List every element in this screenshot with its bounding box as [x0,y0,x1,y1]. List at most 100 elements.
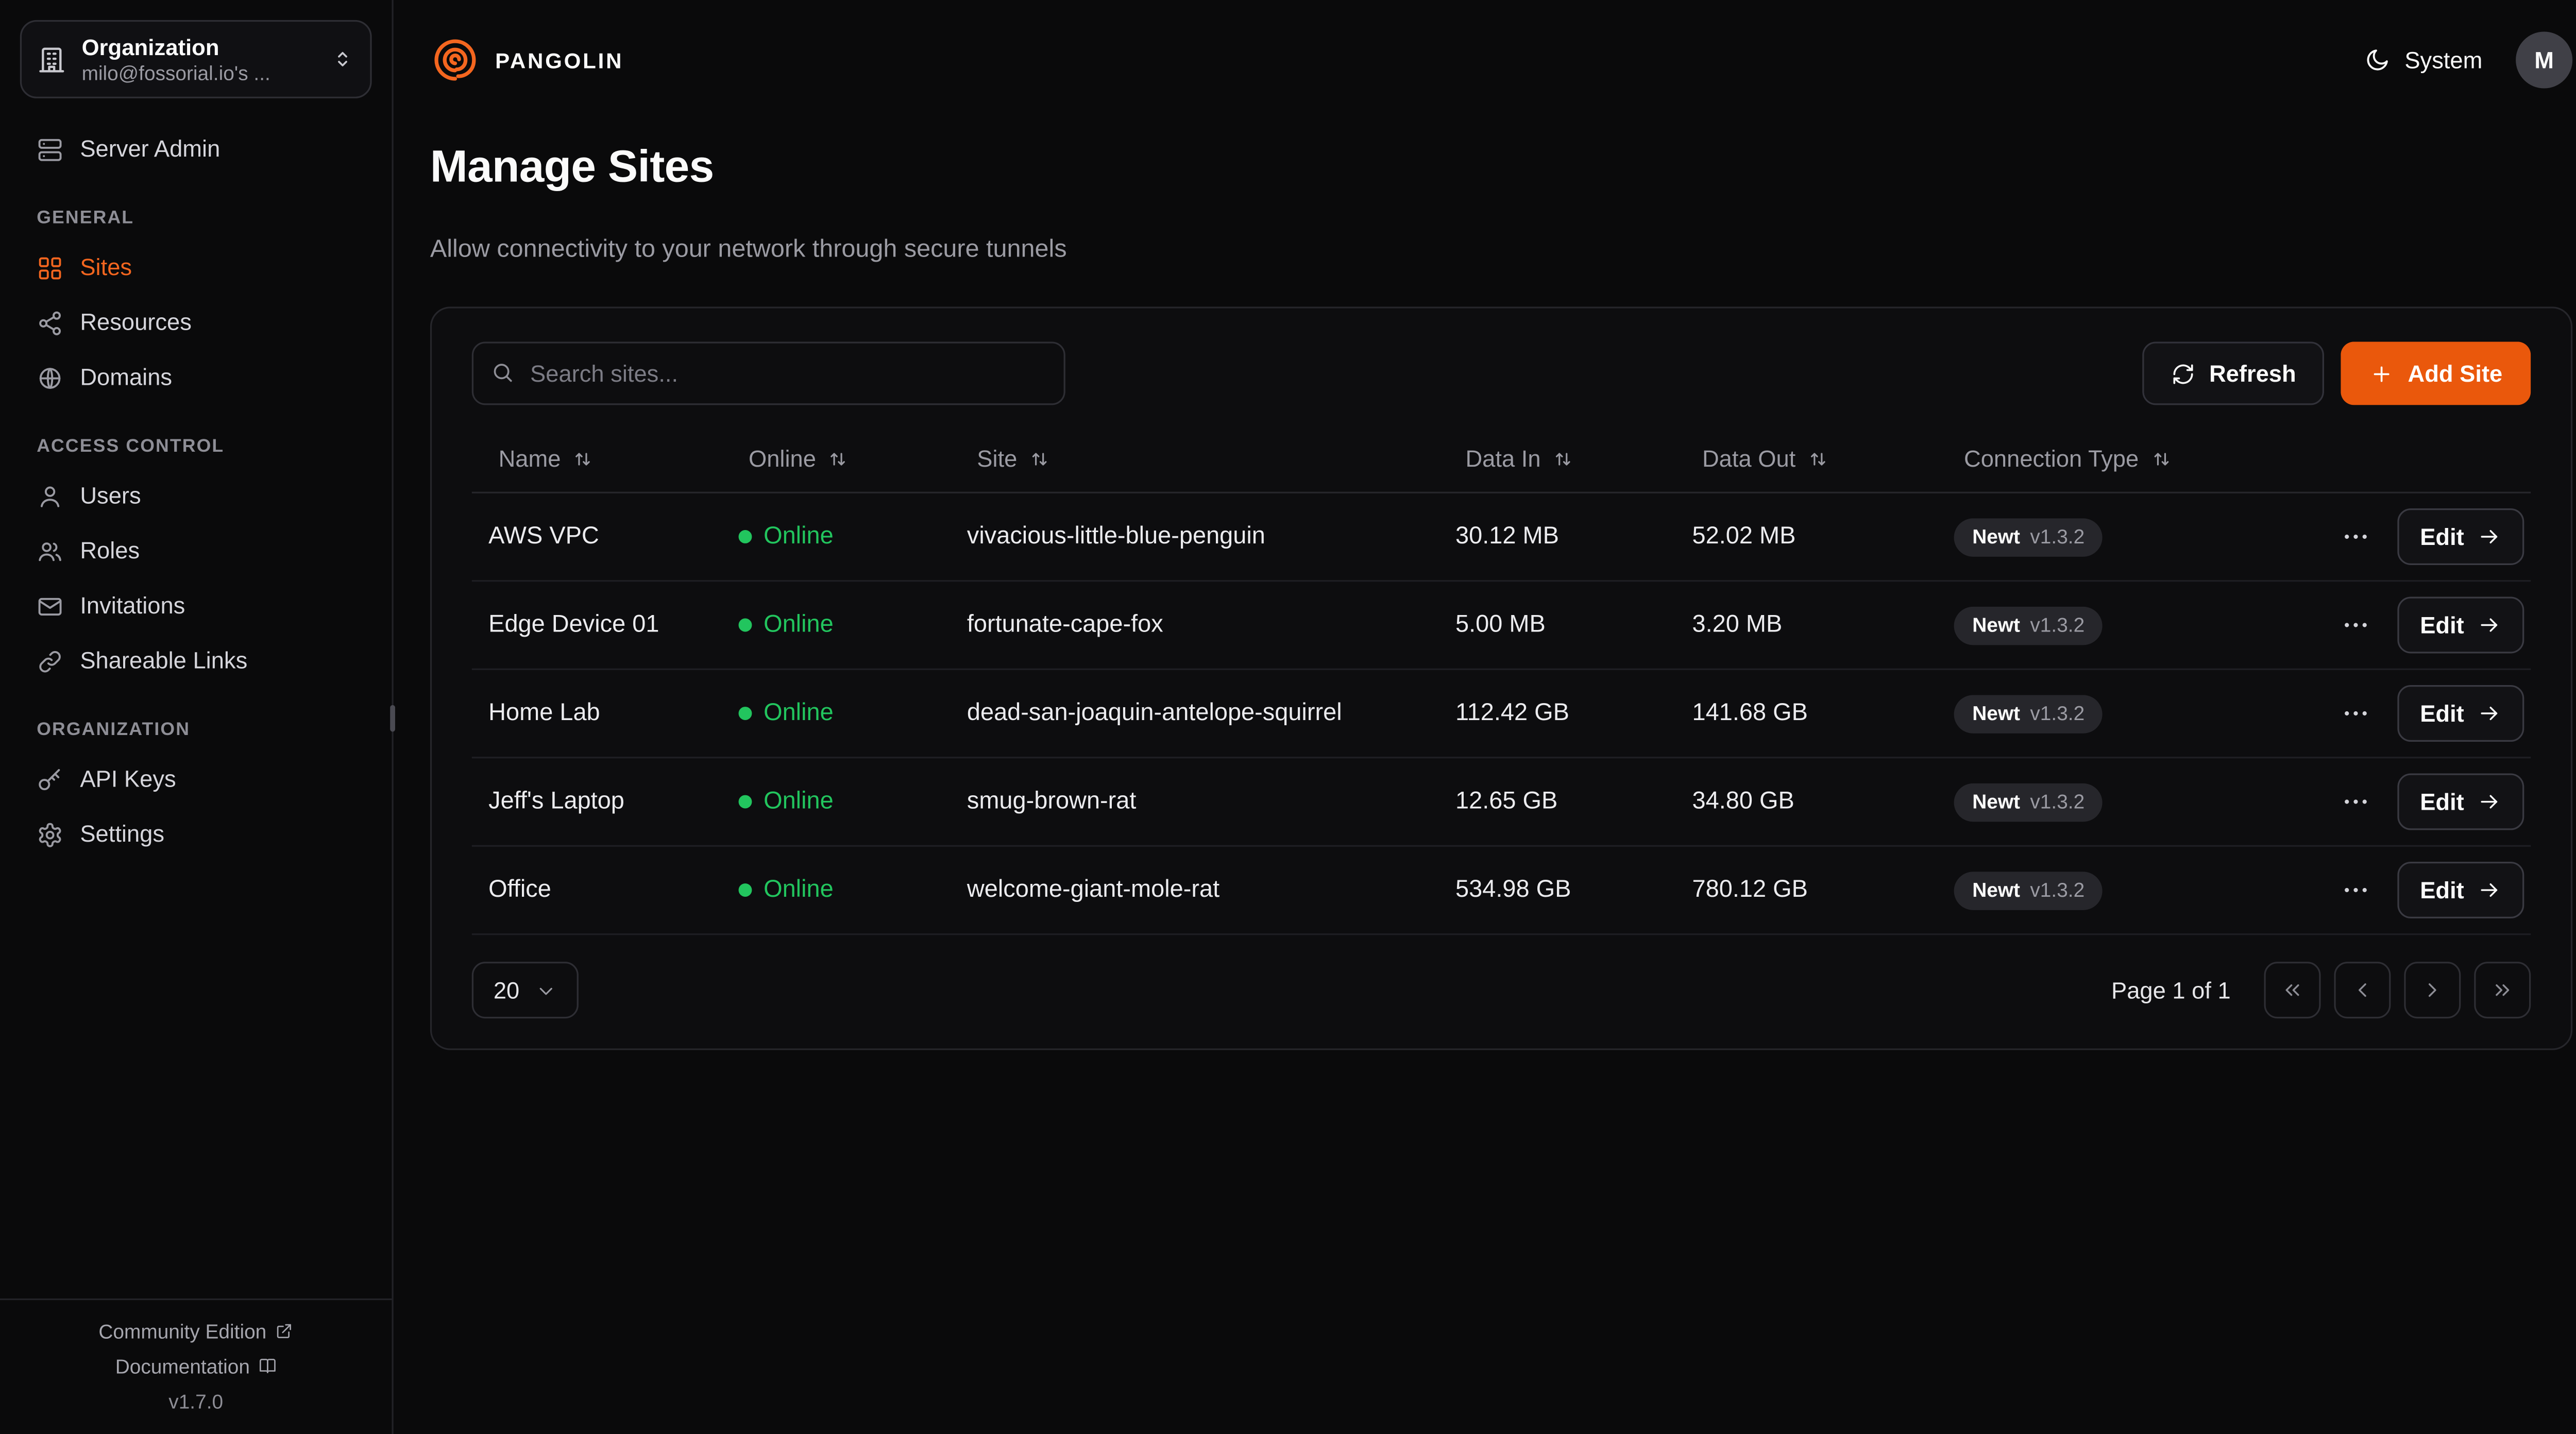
table-row: AWS VPC Online vivacious-little-blue-pen… [471,493,2531,582]
sort-icon [1032,452,1047,465]
connection-type-badge: Newt v1.3.2 [1954,782,2103,821]
refresh-button[interactable]: Refresh [2142,342,2325,405]
site-connection-type: Newt v1.3.2 [1937,871,2314,910]
edit-button[interactable]: Edit [2396,773,2524,830]
site-data-in: 5.00 MB [1455,611,1546,639]
arrow-right-icon [2481,795,2498,809]
edit-button[interactable]: Edit [2396,862,2524,919]
org-picker-title: Organization [81,35,219,60]
sidebar-resize-handle[interactable] [390,705,395,732]
sidebar-section-organization: ORGANIZATION [37,720,191,740]
add-site-label: Add Site [2408,360,2503,387]
site-status: Online [722,612,950,639]
row-menu-button[interactable] [2338,517,2372,557]
sidebar-item-sites[interactable]: Sites [27,240,365,295]
table-header: Name Online Site Data In Data Out [471,429,2531,494]
last-page-button[interactable] [2474,962,2531,1019]
site-data-in: 534.98 GB [1455,877,1571,904]
row-menu-button[interactable] [2338,605,2372,645]
toolbar-actions: Refresh Add Site [2142,342,2531,405]
sidebar-item-resources[interactable]: Resources [27,295,365,350]
arrow-right-icon [2481,707,2498,721]
table-row: Jeff's Laptop Online smug-brown-rat 12.6… [471,759,2531,847]
edit-button[interactable]: Edit [2396,596,2524,654]
page-info: Page 1 of 1 [2111,977,2231,1004]
table-row: Edge Device 01 Online fortunate-cape-fox… [471,582,2531,671]
sidebar-item-settings[interactable]: Settings [27,807,365,862]
site-slug: dead-san-joaquin-antelope-squirrel [967,700,1342,727]
site-name: AWS VPC [488,523,599,551]
ellipsis-icon [2344,711,2366,716]
site-connection-type: Newt v1.3.2 [1937,782,2314,821]
row-menu-button[interactable] [2338,870,2372,910]
pangolin-logo[interactable]: PANGOLIN [430,35,623,85]
site-data-out: 3.20 MB [1692,611,1783,639]
sort-icon [2154,452,2168,465]
server-icon [38,138,62,160]
row-menu-button[interactable] [2338,782,2372,822]
theme-toggle[interactable]: System [2365,47,2482,73]
sidebar-section-access-control: ACCESS CONTROL [37,436,225,457]
site-name: Edge Device 01 [488,611,659,639]
site-data-out: 780.12 GB [1692,877,1808,904]
search-input[interactable] [471,342,1065,405]
table-row: Home Lab Online dead-san-joaquin-antelop… [471,670,2531,759]
org-picker[interactable]: Organization milo@fossorial.io's ... [20,20,372,98]
user-avatar[interactable]: M [2516,31,2573,89]
sidebar-item-server-admin[interactable]: Server Admin [27,122,365,177]
ellipsis-icon [2344,888,2366,893]
sidebar-item-invitations[interactable]: Invitations [27,578,365,634]
sidebar-item-shareable-links[interactable]: Shareable Links [27,634,365,689]
org-picker-texts: Organization milo@fossorial.io's ... [82,33,315,85]
community-edition-label: Community Edition [98,1319,267,1343]
column-header-connection-type[interactable]: Connection Type [1937,429,2314,492]
edit-button[interactable]: Edit [2396,685,2524,742]
sidebar-item-roles[interactable]: Roles [27,523,365,578]
site-data-in: 112.42 GB [1455,700,1569,727]
documentation-label: Documentation [115,1354,250,1378]
sidebar-item-users[interactable]: Users [27,468,365,523]
site-connection-type: Newt v1.3.2 [1937,518,2314,556]
column-header-online[interactable]: Online [722,429,950,492]
app-version: v1.7.0 [168,1389,224,1413]
plus-icon [2374,366,2390,382]
arrow-right-icon [2481,618,2498,632]
page-size-select[interactable]: 20 [471,962,578,1019]
arrow-right-icon [2481,530,2498,544]
first-page-button[interactable] [2264,962,2321,1019]
community-edition-link[interactable]: Community Edition [98,1319,293,1343]
online-dot-icon [738,530,752,544]
column-header-name[interactable]: Name [472,429,722,492]
next-page-button[interactable] [2404,962,2461,1019]
row-menu-button[interactable] [2338,693,2372,733]
sites-panel: Refresh Add Site Name Onl [430,306,2573,1050]
online-dot-icon [738,795,752,809]
online-dot-icon [738,883,752,897]
brand-name: PANGOLIN [495,47,624,73]
connection-type-badge: Newt v1.3.2 [1954,518,2103,556]
sites-toolbar: Refresh Add Site [471,342,2531,405]
documentation-link[interactable]: Documentation [115,1354,277,1378]
column-header-data-out[interactable]: Data Out [1675,429,1937,492]
site-name: Jeff's Laptop [488,788,624,815]
table-footer: 20 Page 1 of 1 [471,962,2531,1019]
users-icon [39,541,61,560]
sidebar-item-label: Domains [80,363,173,390]
gear-icon [39,822,61,847]
site-slug: welcome-giant-mole-rat [967,877,1220,904]
column-header-site[interactable]: Site [951,429,1439,492]
prev-page-button[interactable] [2334,962,2391,1019]
refresh-icon [2173,364,2193,384]
edit-button[interactable]: Edit [2396,508,2524,566]
sidebar-item-label: Roles [80,536,140,564]
column-header-data-in[interactable]: Data In [1439,429,1676,492]
chevrons-left-icon [2285,984,2299,996]
sidebar-item-domains[interactable]: Domains [27,350,365,405]
refresh-label: Refresh [2209,360,2296,387]
ellipsis-icon [2344,623,2366,627]
sidebar-item-label: Invitations [80,591,185,619]
topbar: PANGOLIN System M [430,0,2573,120]
row-actions: Edit [2314,508,2531,566]
sidebar-item-api-keys[interactable]: API Keys [27,752,365,807]
add-site-button[interactable]: Add Site [2341,342,2531,405]
